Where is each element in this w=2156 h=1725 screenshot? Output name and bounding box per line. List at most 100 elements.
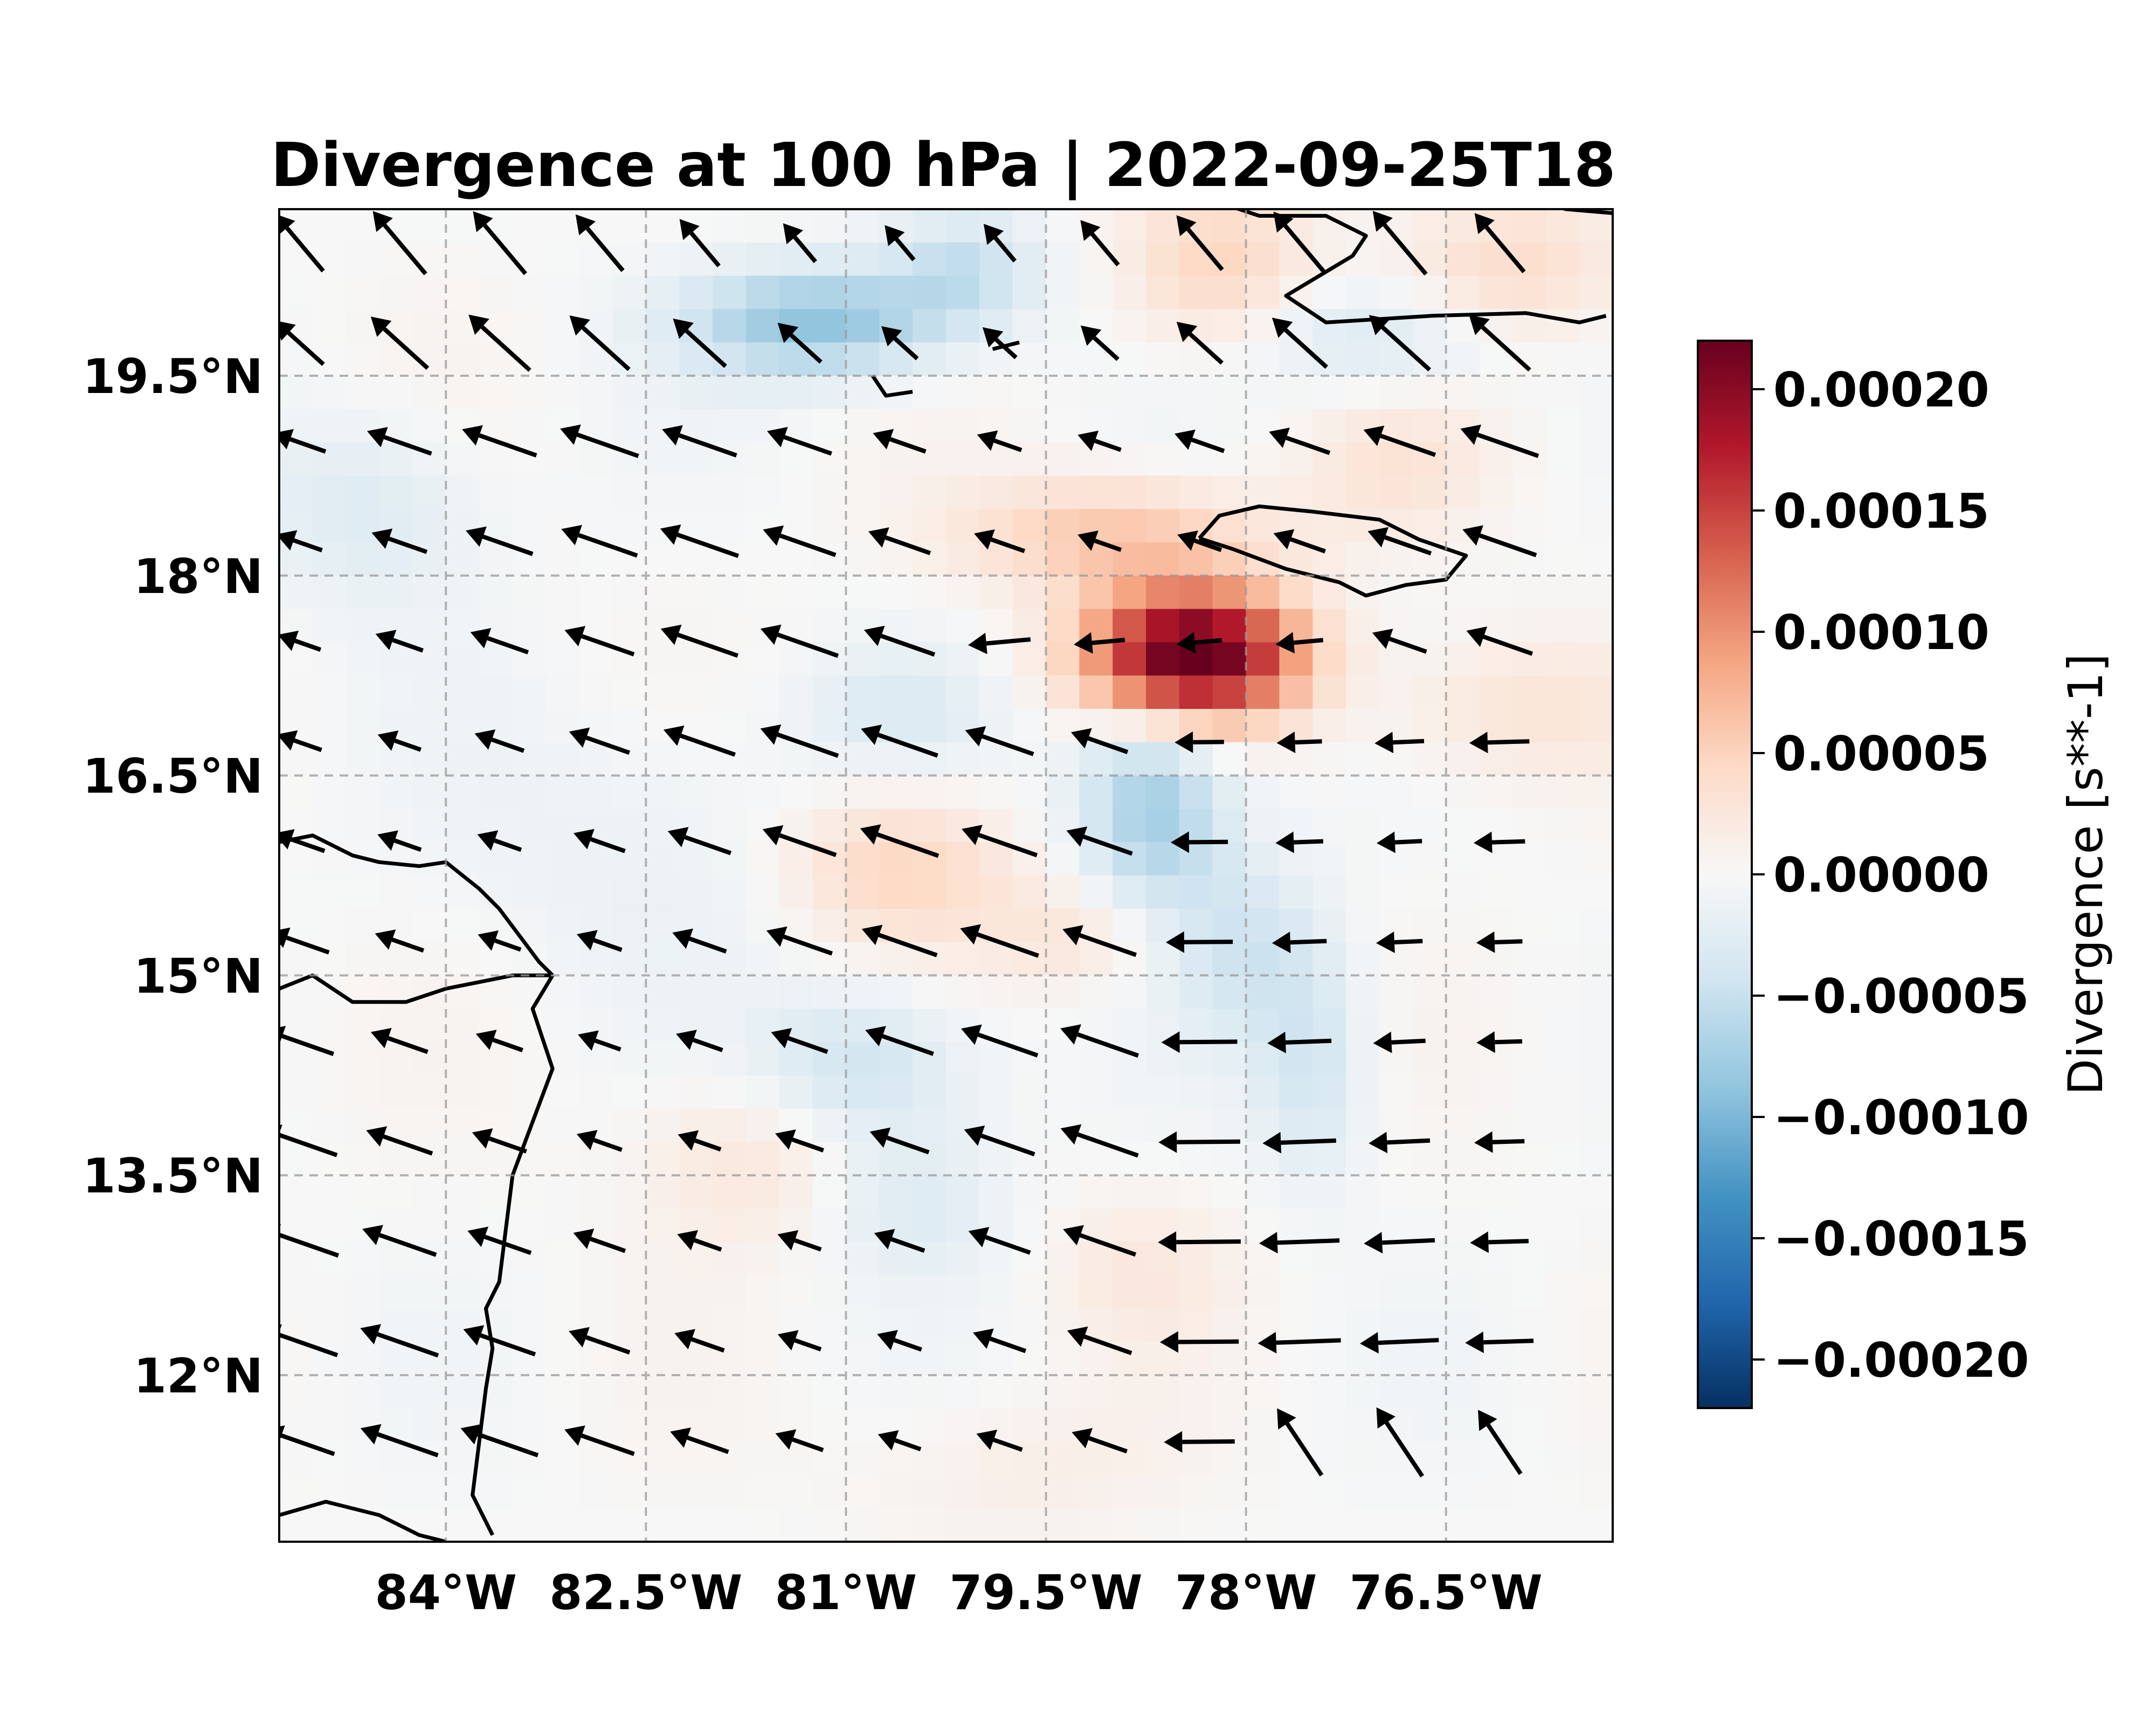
heatmap-cell [1246, 1408, 1280, 1443]
heatmap-cell [312, 475, 347, 509]
heatmap-cell [946, 975, 980, 1009]
wind-arrow [777, 1230, 822, 1252]
heatmap-cell [1579, 609, 1613, 643]
heatmap-cell [545, 1241, 580, 1276]
heatmap-cell [1146, 509, 1180, 543]
heatmap-cell [745, 675, 780, 709]
heatmap-cell [779, 1175, 813, 1209]
heatmap-cell [1179, 575, 1213, 610]
heatmap-cell [279, 542, 313, 576]
heatmap-cell [1579, 475, 1613, 509]
wind-arrow [279, 1425, 335, 1457]
heatmap-cell [379, 1275, 413, 1309]
heatmap-cell [1279, 1142, 1314, 1176]
heatmap-cell [913, 809, 946, 843]
heatmap-cell [1012, 809, 1047, 843]
heatmap-cell [1279, 1441, 1314, 1476]
heatmap-cell [279, 1042, 313, 1076]
heatmap-cell [913, 975, 946, 1009]
heatmap-cell [1046, 1441, 1080, 1476]
heatmap-cell [345, 642, 380, 676]
heatmap-cell [1012, 609, 1047, 643]
wind-arrow [1462, 525, 1537, 557]
heatmap-cell [379, 642, 413, 676]
heatmap-cell [745, 1408, 780, 1443]
heatmap-cell [379, 942, 413, 976]
heatmap-cell [545, 642, 580, 676]
heatmap-cell [1146, 709, 1180, 743]
heatmap-cell [545, 942, 580, 976]
wind-arrow [1176, 321, 1224, 365]
heatmap-cell [1312, 742, 1346, 776]
wind-arrow [279, 1026, 335, 1057]
wind-arrow [463, 1325, 536, 1357]
heatmap-cell [1246, 1175, 1280, 1209]
wind-arrow [1460, 424, 1539, 458]
heatmap-cell [1546, 342, 1580, 376]
heatmap-cell [1146, 775, 1180, 810]
heatmap-cell [1312, 1175, 1346, 1209]
heatmap-cell [1312, 1042, 1346, 1076]
heatmap-cell [345, 1475, 380, 1509]
heatmap-cell [1479, 1009, 1514, 1043]
heatmap-cell [913, 475, 946, 509]
heatmap-cell [279, 275, 313, 310]
heatmap-cell [1479, 1342, 1514, 1376]
heatmap-cell [1079, 1508, 1114, 1542]
wind-arrow [370, 316, 430, 370]
heatmap-cell [513, 1175, 547, 1209]
heatmap-cell [1012, 775, 1047, 810]
heatmap-cell [913, 409, 946, 443]
heatmap-cell [579, 275, 613, 310]
heatmap-cell [846, 1042, 880, 1076]
heatmap-cell [1312, 409, 1346, 443]
wind-arrow [976, 1430, 1023, 1452]
heatmap-cell [513, 376, 547, 410]
heatmap-cell [279, 242, 313, 277]
wind-arrow [960, 924, 1039, 958]
heatmap-cell [1246, 1475, 1280, 1509]
heatmap-cell [812, 1209, 847, 1243]
heatmap-cell [1079, 1375, 1114, 1409]
heatmap-cell [345, 1042, 380, 1076]
heatmap-cell [1512, 609, 1547, 643]
wind-vectors [279, 211, 1539, 1478]
heatmap-cell [745, 842, 780, 876]
heatmap-cell [1012, 642, 1047, 676]
heatmap-cell [913, 1375, 946, 1409]
lat-tick-label: 19.5°N [82, 349, 263, 404]
heatmap-cell [1312, 809, 1346, 843]
heatmap-cell [612, 1175, 647, 1209]
heatmap-cell [1579, 1508, 1613, 1542]
heatmap-cell [1346, 775, 1380, 810]
heatmap-cell [745, 875, 780, 909]
heatmap-cell [545, 575, 580, 610]
heatmap-cell [1079, 842, 1114, 876]
heatmap-cell [1246, 975, 1280, 1009]
wind-arrow [1272, 932, 1327, 954]
heatmap-cell [812, 1375, 847, 1409]
heatmap-cell [545, 1142, 580, 1176]
heatmap-cell [1446, 1042, 1480, 1076]
heatmap-cell [1246, 675, 1280, 709]
heatmap-cell [913, 1275, 946, 1309]
heatmap-cell [646, 975, 680, 1009]
heatmap-cell [1146, 842, 1180, 876]
heatmap-cell [1112, 275, 1146, 310]
heatmap-cell [779, 842, 813, 876]
heatmap-cell [412, 609, 447, 643]
heatmap-cell [312, 875, 347, 909]
heatmap-cell [513, 409, 547, 443]
heatmap-cell [1579, 575, 1613, 610]
heatmap-cell [545, 1342, 580, 1376]
heatmap-cell [1546, 442, 1580, 477]
heatmap-cell [779, 775, 813, 810]
heatmap-cell [479, 942, 513, 976]
heatmap-cell [446, 609, 480, 643]
heatmap-cell [1346, 1142, 1380, 1176]
heatmap-cell [745, 309, 780, 343]
heatmap-cell [1212, 409, 1247, 443]
wind-arrow [1474, 213, 1526, 273]
wind-arrow [884, 225, 916, 261]
heatmap-cell [345, 975, 380, 1009]
